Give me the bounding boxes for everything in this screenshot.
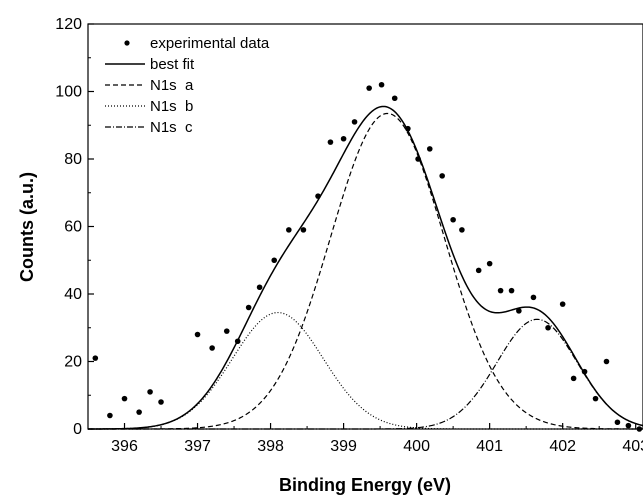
data-point <box>570 375 577 382</box>
x-tick-label: 401 <box>476 438 503 455</box>
data-point <box>439 173 445 179</box>
data-point <box>234 338 241 345</box>
data-point <box>459 227 465 233</box>
legend-label-best-fit: best fit <box>150 56 195 73</box>
data-point <box>378 81 385 88</box>
y-tick-label: 80 <box>64 151 82 168</box>
x-tick-label: 403 <box>622 438 643 455</box>
x-tick-label: 396 <box>111 438 138 455</box>
data-point <box>300 227 307 233</box>
x-tick-label: 399 <box>330 438 357 455</box>
legend-label-experimental: experimental data <box>150 35 270 52</box>
data-point <box>147 389 153 395</box>
curve-best-fit <box>88 105 643 430</box>
data-point <box>405 125 411 132</box>
data-point <box>614 419 621 426</box>
y-axis-ticks: 0 20 40 60 80 100 120 <box>55 16 94 438</box>
data-point <box>486 260 493 267</box>
data-point <box>223 328 230 334</box>
data-point <box>508 287 515 294</box>
curve-n1s-c <box>88 318 643 430</box>
legend-marker-experimental <box>124 40 130 46</box>
data-point <box>530 294 537 301</box>
data-point <box>340 135 347 142</box>
data-point <box>351 119 358 125</box>
data-point <box>158 399 164 405</box>
x-tick-label: 402 <box>549 438 576 455</box>
data-point <box>271 257 278 264</box>
x-tick-label: 397 <box>184 438 211 455</box>
legend-label-n1s-c: N1s c <box>150 119 193 136</box>
data-point <box>256 284 263 291</box>
data-point <box>107 412 113 419</box>
data-point <box>475 267 482 274</box>
data-point <box>92 355 99 361</box>
x-tick-label: 398 <box>257 438 284 455</box>
x-axis-title: Binding Energy (eV) <box>279 475 451 495</box>
legend: experimental data best fit N1s a N1s b N… <box>105 35 270 136</box>
data-point <box>516 308 522 314</box>
data-point <box>545 324 551 331</box>
data-point <box>559 301 566 307</box>
y-tick-label: 60 <box>64 219 82 236</box>
curve-n1s-b <box>88 311 643 430</box>
data-point <box>136 409 142 415</box>
data-point <box>327 139 334 145</box>
data-point <box>450 216 456 223</box>
data-point <box>391 95 398 102</box>
data-point <box>366 85 372 91</box>
data-point <box>245 304 252 311</box>
data-point <box>581 368 588 375</box>
y-axis-title: Counts (a.u.) <box>17 172 37 282</box>
data-point <box>497 287 504 294</box>
data-point <box>625 422 632 429</box>
legend-label-n1s-b: N1s b <box>150 98 193 115</box>
data-point <box>415 156 421 162</box>
y-tick-label: 40 <box>64 286 82 303</box>
data-point <box>636 426 643 432</box>
x-axis-ticks: 396 397 398 399 400 401 402 403 <box>111 423 643 455</box>
data-point <box>315 193 321 199</box>
legend-label-n1s-a: N1s a <box>150 77 194 94</box>
y-tick-label: 20 <box>64 354 82 371</box>
y-tick-label: 100 <box>55 84 82 101</box>
data-point <box>426 146 433 152</box>
data-point <box>121 395 128 402</box>
x-tick-label: 400 <box>403 438 430 455</box>
data-point <box>286 227 292 233</box>
y-tick-label: 0 <box>73 421 82 438</box>
data-point <box>603 358 610 365</box>
fit-curves <box>88 105 643 430</box>
curve-n1s-a <box>88 112 643 430</box>
experimental-points <box>92 81 643 432</box>
y-tick-label: 120 <box>55 16 82 33</box>
data-point <box>194 331 201 338</box>
data-point <box>592 395 599 402</box>
data-point <box>209 345 215 351</box>
